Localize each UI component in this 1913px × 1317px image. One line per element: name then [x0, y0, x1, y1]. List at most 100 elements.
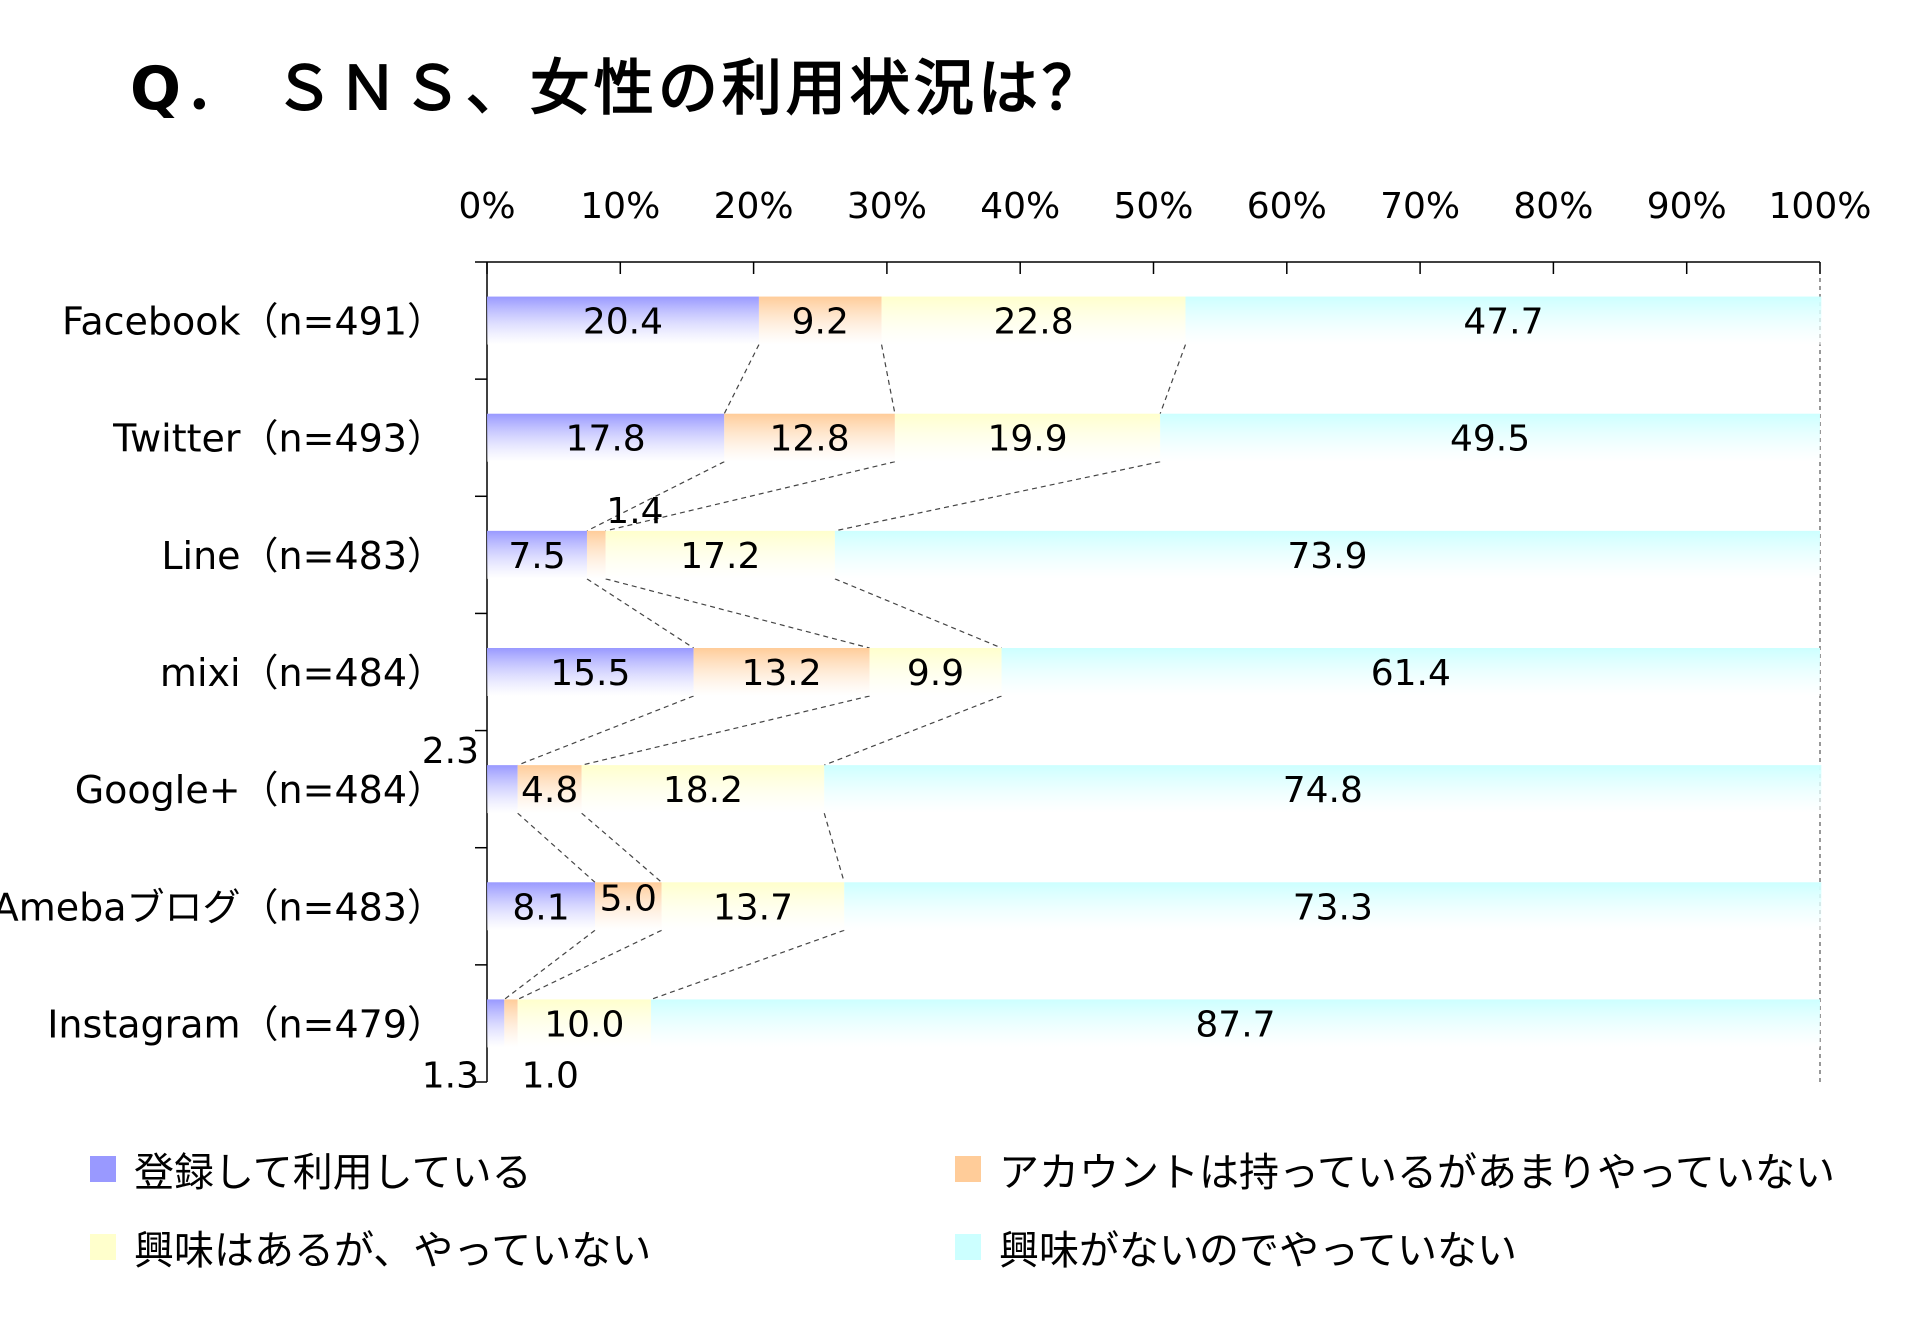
data-label: 74.8 — [1283, 770, 1363, 811]
bar-segment — [581, 765, 825, 814]
legend-swatch — [90, 1156, 116, 1182]
series-connector-line — [1159, 344, 1187, 414]
series-connector-line — [834, 578, 1002, 649]
x-tick-label: 20% — [714, 186, 794, 227]
category-label: Twitter（n=493） — [112, 417, 445, 461]
bar-segment — [517, 765, 582, 814]
x-tick-label: 60% — [1247, 186, 1327, 227]
bar-segment — [1001, 648, 1820, 696]
data-label: 7.5 — [508, 536, 565, 577]
series-connector-line — [586, 461, 725, 532]
data-label: 1.4 — [606, 491, 663, 532]
series-connector-line — [823, 812, 845, 883]
x-tick-label: 10% — [580, 186, 660, 227]
data-label: 19.9 — [987, 419, 1067, 460]
legend-swatch — [955, 1234, 981, 1260]
category-label: Line（n=483） — [161, 534, 445, 578]
legend-label: 興味はあるが、やっていない — [134, 1228, 652, 1274]
bar-segment — [487, 530, 587, 579]
data-label: 9.2 — [792, 302, 849, 343]
bar-segment — [487, 648, 694, 696]
data-label: 1.3 — [422, 1055, 479, 1096]
data-label: 13.2 — [742, 653, 822, 694]
bar-segment — [824, 765, 1822, 814]
data-label: 10.0 — [544, 1004, 624, 1045]
x-tick-label: 90% — [1647, 186, 1727, 227]
data-label: 8.1 — [512, 887, 569, 928]
bar-segment — [724, 413, 895, 462]
category-label: mixi（n=484） — [160, 651, 445, 695]
data-label: 12.8 — [770, 419, 850, 460]
data-label: 1.0 — [522, 1055, 579, 1096]
bar-segment — [844, 882, 1822, 931]
bar-segment — [586, 530, 606, 579]
data-label: 17.8 — [566, 419, 646, 460]
series-connector-line — [581, 812, 663, 883]
bar-segment — [661, 882, 845, 931]
series-connector-line — [723, 344, 760, 414]
bar-segment — [594, 882, 662, 931]
chart-title: Q． ＳＮＳ、女性の利用状況は？ — [130, 54, 1106, 124]
bar-segment — [869, 648, 1002, 696]
category-label: Facebook（n=491） — [62, 300, 445, 344]
category-label: Instagram（n=479） — [47, 1002, 445, 1046]
bar-segment — [881, 296, 1186, 345]
data-label: 73.9 — [1287, 536, 1367, 577]
data-label: 20.4 — [583, 302, 663, 343]
data-label: 61.4 — [1371, 653, 1451, 694]
data-label: 15.5 — [550, 653, 630, 694]
data-label: 17.2 — [680, 536, 760, 577]
x-tick-label: 80% — [1513, 186, 1593, 227]
data-label: 22.8 — [993, 302, 1073, 343]
x-tick-label: 100% — [1769, 186, 1872, 227]
series-connector-line — [834, 461, 1161, 532]
x-tick-label: 30% — [847, 186, 927, 227]
legend-label: 登録して利用している — [134, 1150, 532, 1196]
bar-segment — [1160, 413, 1820, 462]
data-label: 2.3 — [422, 731, 479, 772]
legend-label: アカウントは持っているがあまりやっていない — [999, 1150, 1835, 1196]
bar-segment — [487, 413, 725, 462]
series-connector-line — [517, 695, 694, 766]
data-label: 47.7 — [1463, 302, 1543, 343]
legend-label: 興味がないのでやっていない — [999, 1228, 1517, 1274]
data-label: 18.2 — [663, 770, 743, 811]
series-connector-line — [880, 344, 896, 414]
legend-item: 興味がないのでやっていない — [955, 1218, 1517, 1276]
category-label: Amebaブログ（n=483） — [0, 885, 445, 929]
bar-segment — [504, 999, 518, 1048]
bar-segment — [894, 413, 1161, 462]
x-tick-label: 0% — [458, 186, 515, 227]
bar-segment — [487, 882, 595, 931]
series-connector-line — [824, 695, 1002, 766]
bar-segment — [834, 530, 1820, 579]
data-label: 87.7 — [1195, 1004, 1275, 1045]
bar-segment — [487, 296, 759, 345]
data-label: 5.0 — [600, 878, 657, 919]
bar-segment — [605, 530, 835, 579]
data-label: 13.7 — [713, 887, 793, 928]
series-connector-line — [517, 929, 662, 1000]
x-tick-label: 70% — [1380, 186, 1460, 227]
bar-segment — [1185, 296, 1822, 345]
legend-item: 興味はあるが、やっていない — [90, 1218, 651, 1276]
data-label: 9.9 — [907, 653, 964, 694]
category-label: Google+（n=484） — [75, 768, 445, 812]
legend-item: 登録して利用している — [90, 1140, 532, 1198]
stacked-bar-chart: 0% 10% 20% 30% 40% 50% 60% 70% 80% 90% 100% Faceboo… — [0, 186, 1872, 1096]
data-label: 73.3 — [1293, 887, 1373, 928]
bar-segment — [517, 999, 651, 1048]
series-connector-line — [517, 812, 596, 883]
bar-segment — [758, 296, 882, 345]
series-connector-line — [586, 578, 694, 649]
series-connector-line — [650, 929, 845, 1000]
series-connector-line — [503, 929, 596, 1000]
legend-swatch — [90, 1234, 116, 1260]
series-connector-line — [581, 695, 870, 766]
legend-item: アカウントは持っているがあまりやっていない — [955, 1140, 1835, 1198]
bar-segment — [693, 648, 870, 696]
series-connector-line — [605, 578, 870, 649]
data-label: 4.8 — [521, 770, 578, 811]
x-tick-label: 40% — [980, 186, 1060, 227]
x-tick-label: 50% — [1113, 186, 1193, 227]
